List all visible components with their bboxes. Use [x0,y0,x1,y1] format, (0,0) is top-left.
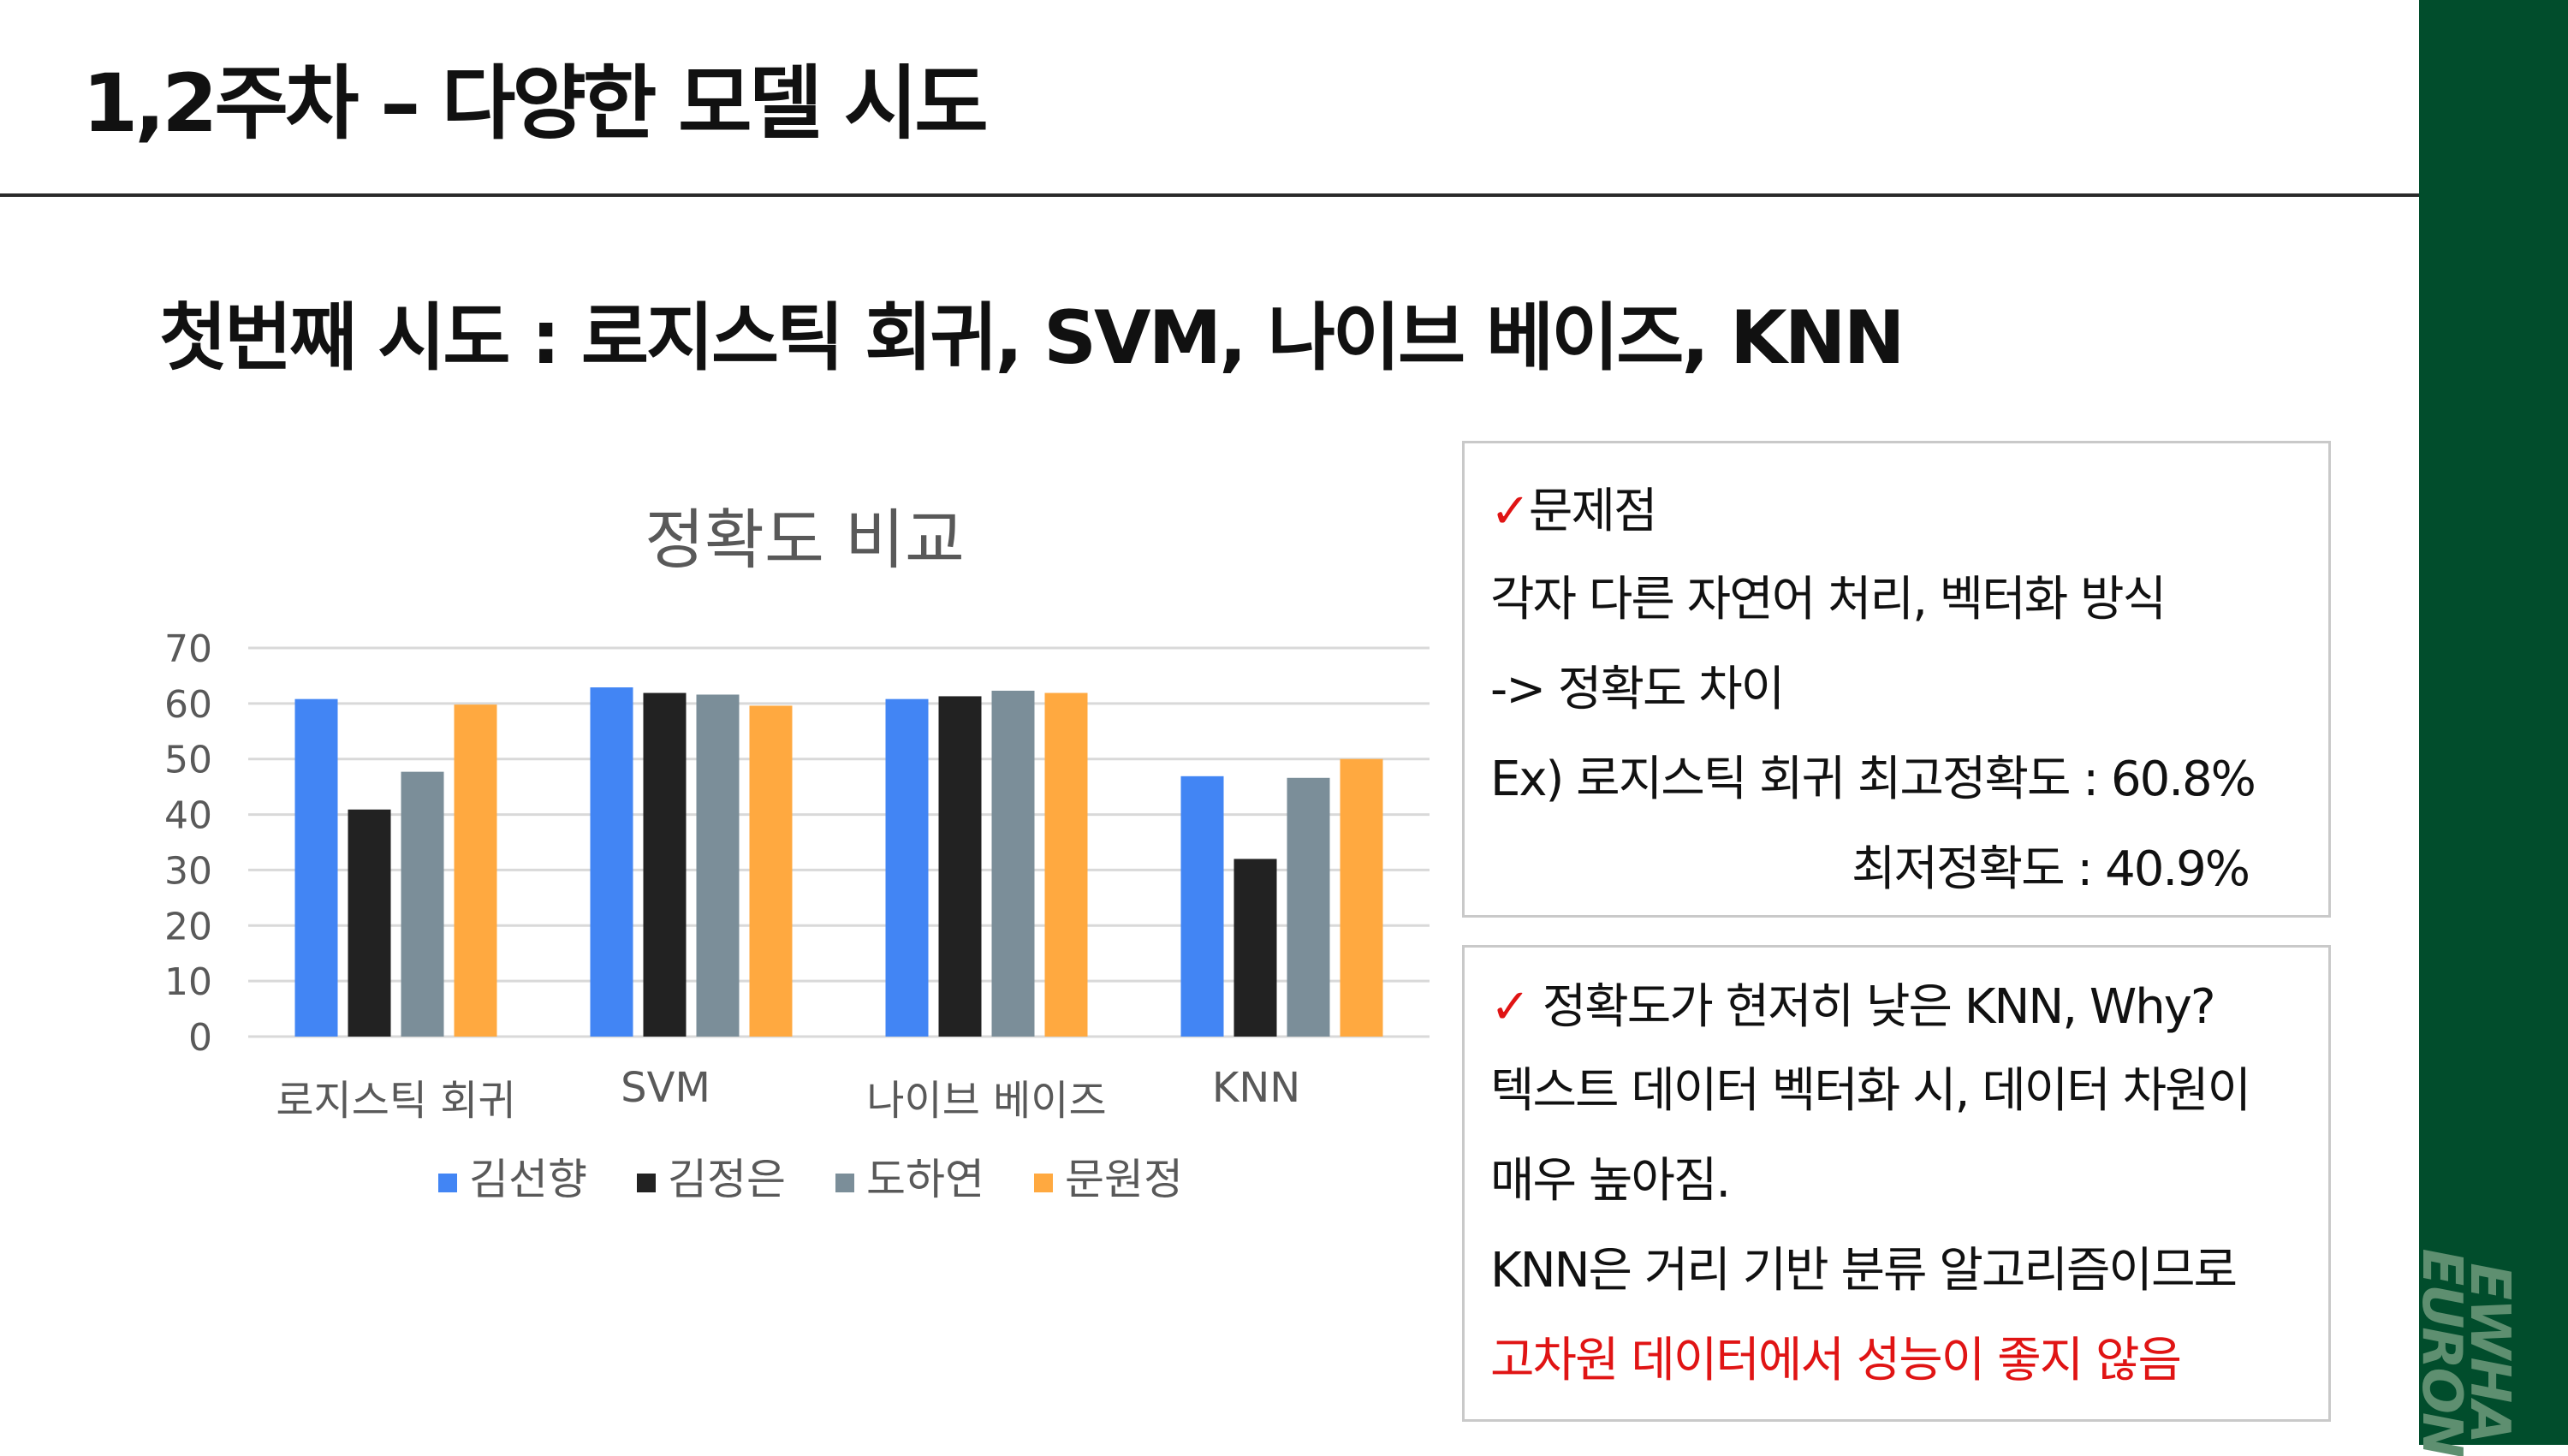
bar [991,690,1035,1037]
y-tick-label: 10 [164,960,212,1004]
slide-subtitle: 첫번째 시도 : 로지스틱 회귀, SVM, 나이브 베이즈, KNN [159,295,1905,381]
title-divider [0,193,2419,197]
problem-box: ✓문제점 각자 다른 자연어 처리, 벡터화 방식 -> 정확도 차이 Ex) … [1462,441,2331,918]
problem-heading-row: ✓문제점 [1490,488,1657,536]
y-tick-label: 70 [164,627,212,671]
legend-label: 문원정 [1065,1155,1183,1204]
bar [294,698,338,1037]
accuracy-bar-chart: 정확도 비교 0 10 20 30 40 50 60 70 로지스틱 회귀 SVM 나이브 베이즈 KN… [164,502,1430,1204]
legend-swatch [1034,1174,1053,1192]
bar [401,771,444,1037]
x-category-label: 로지스틱 회귀 [276,1077,515,1125]
bar [696,694,740,1037]
y-tick-label: 50 [164,739,212,782]
bar [885,698,929,1037]
knn-heading-row: ✓ 정확도가 현저히 낮은 KNN, Why? [1490,984,2216,1031]
euron-logo: EWHA EURON [2410,1248,2521,1456]
bar [1233,859,1277,1037]
bar [749,705,793,1037]
bar [1044,692,1088,1037]
legend-label: 김선향 [469,1155,587,1204]
knn-explanation-box: ✓ 정확도가 현저히 낮은 KNN, Why? 텍스트 데이터 벡터화 시, 데… [1462,945,2331,1422]
chart-title: 정확도 비교 [645,502,965,578]
problem-line-2: -> 정확도 차이 [1490,662,1785,717]
check-icon: ✓ [1490,484,1531,539]
bar [938,696,982,1037]
brand-sidebar [2419,0,2568,1445]
knn-line-4: 고차원 데이터에서 성능이 좋지 않음 [1490,1333,2182,1388]
knn-line-1: 텍스트 데이터 벡터화 시, 데이터 차원이 [1490,1063,2251,1119]
problem-line-1: 각자 다른 자연어 처리, 벡터화 방식 [1490,572,2167,627]
y-tick-label: 60 [164,683,212,727]
bar [590,687,633,1037]
x-category-label: 나이브 베이즈 [866,1077,1106,1125]
knn-line-2: 매우 높아짐. [1490,1153,1731,1209]
legend-swatch [637,1174,656,1192]
legend-swatch [835,1174,854,1192]
y-tick-label: 0 [188,1016,212,1060]
bar [643,692,687,1037]
bar [1180,776,1224,1037]
legend-label: 도하연 [866,1155,984,1204]
bar [1340,758,1383,1037]
x-category-label: SVM [621,1064,710,1112]
bar [454,704,497,1037]
x-category-label: KNN [1212,1064,1300,1112]
problem-line-4: 최저정확도 : 40.9% [1852,841,2250,897]
bar [348,809,391,1037]
y-tick-label: 20 [164,905,212,948]
legend-swatch [438,1174,457,1192]
knn-heading: 정확도가 현저히 낮은 KNN, Why? [1528,979,2216,1035]
y-tick-label: 40 [164,794,212,838]
problem-line-3: Ex) 로지스틱 회귀 최고정확도 : 60.8% [1490,752,2256,807]
problem-heading: 문제점 [1528,484,1658,539]
knn-line-3: KNN은 거리 기반 분류 알고리즘이므로 [1490,1243,2238,1299]
page-title: 1,2주차 – 다양한 모델 시도 [82,57,989,151]
y-tick-label: 30 [164,849,212,893]
bar [1287,777,1330,1037]
legend-label: 김정은 [668,1155,786,1204]
check-icon: ✓ [1490,979,1531,1035]
